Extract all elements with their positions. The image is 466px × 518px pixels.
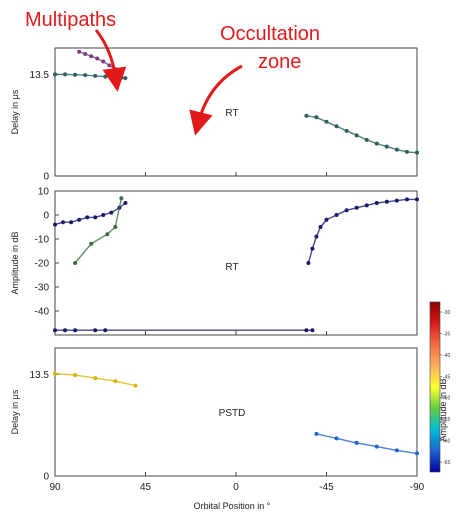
series-line xyxy=(74,198,123,264)
axis-ticks: 0 13.5 10 0 -10 -20 -30 -40 0 13.5 90 45 0 -45 -90 xyxy=(30,70,425,493)
colorbar-tick-label: -35 xyxy=(443,331,450,337)
y-tick-label: -40 xyxy=(35,307,50,318)
panel-1-ylabel: Delay in μs xyxy=(10,89,20,134)
x-axis-label: Orbital Position in ° xyxy=(194,501,271,511)
x-tick-label: -45 xyxy=(319,482,334,493)
panel-1-label: RT xyxy=(225,108,238,119)
panel-2-label: RT xyxy=(225,262,238,273)
panel-2-ylabel: Amplitude in dB xyxy=(10,231,20,294)
panel-3-ylabel: Delay in μs xyxy=(10,389,20,434)
x-tick-label: -90 xyxy=(410,482,425,493)
x-tick-label: 45 xyxy=(140,482,152,493)
multipaths-annotation: Multipaths xyxy=(25,9,116,31)
data-point xyxy=(415,451,419,456)
x-tick-label: 90 xyxy=(49,482,61,493)
y-tick-label: 10 xyxy=(38,187,50,198)
colorbar-tick-label: -55 xyxy=(443,417,450,423)
series-line xyxy=(54,202,126,226)
y-tick-label: -10 xyxy=(35,235,50,246)
x-tick-label: 0 xyxy=(233,482,239,493)
colorbar: -30 -35 -40 -45 -50 -55 -60 -65 xyxy=(429,301,450,473)
panel-3-label: PSTD xyxy=(219,408,246,419)
y-tick-label: -20 xyxy=(35,259,50,270)
colorbar-tick-label: -45 xyxy=(443,374,450,380)
y-tick-label: 0 xyxy=(43,172,49,183)
colorbar-tick-label: -40 xyxy=(443,353,450,359)
series-line xyxy=(307,198,417,264)
colorbar-tick-label: -50 xyxy=(443,396,450,402)
y-tick-label: 13.5 xyxy=(30,370,50,381)
y-tick-label: 0 xyxy=(43,211,49,222)
zone-annotation: zone xyxy=(258,51,301,73)
data-point xyxy=(133,383,138,388)
colorbar-gradient xyxy=(429,301,441,473)
y-tick-label: 13.5 xyxy=(30,70,50,81)
data-marks xyxy=(53,49,419,456)
colorbar-tick-label: -65 xyxy=(443,460,450,466)
y-tick-label: -30 xyxy=(35,283,50,294)
data-point xyxy=(310,328,315,333)
series-line xyxy=(54,372,136,387)
occultation-annotation: Occultation xyxy=(220,23,320,45)
data-point xyxy=(304,113,309,118)
y-tick-label: 0 xyxy=(43,472,49,483)
multipaths-arrow xyxy=(94,29,127,92)
occultation-arrow xyxy=(189,64,243,136)
colorbar-tick-label: -60 xyxy=(443,439,450,445)
colorbar-label: Amplitude in dB xyxy=(438,378,448,441)
series-line xyxy=(306,115,418,154)
colorbar-tick-label: -30 xyxy=(443,310,450,316)
series-line xyxy=(316,433,418,455)
